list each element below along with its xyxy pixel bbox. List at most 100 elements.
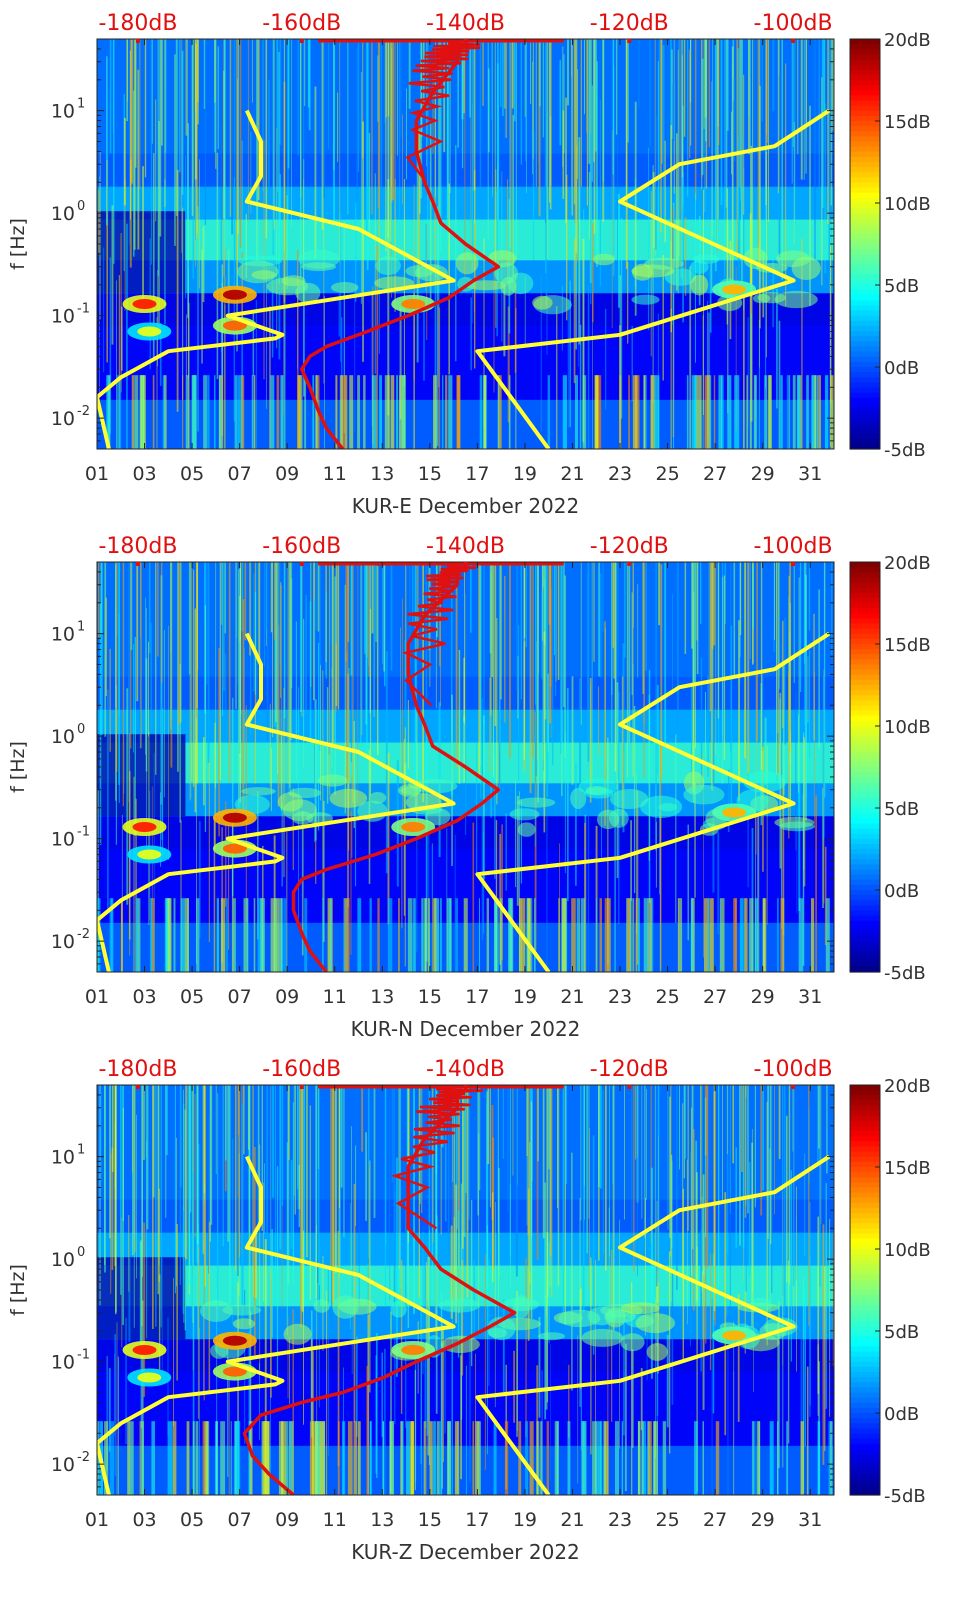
streak	[759, 243, 760, 368]
lowfreq-column	[604, 1421, 609, 1495]
colorbar-segment	[850, 608, 880, 614]
streak	[750, 39, 751, 225]
streak	[99, 176, 100, 398]
streak	[627, 39, 629, 143]
microseism-blob	[774, 290, 818, 309]
streak	[520, 39, 522, 165]
streak	[470, 297, 472, 371]
streak	[499, 39, 502, 108]
streak	[264, 562, 265, 667]
streak	[355, 1145, 357, 1226]
lowfreq-column	[457, 1421, 460, 1495]
lowfreq-column	[576, 898, 579, 972]
x-tick-label: 31	[798, 463, 822, 485]
top-db-label: -120dB	[590, 534, 669, 559]
lowfreq-column	[184, 898, 189, 972]
streak	[143, 1222, 146, 1397]
lowfreq-column	[633, 898, 635, 972]
streak	[382, 562, 383, 665]
streak	[399, 1085, 401, 1289]
streak	[389, 1098, 391, 1300]
streak	[573, 39, 576, 205]
colorbar-segment	[850, 956, 880, 963]
streak	[670, 1085, 672, 1257]
streak	[809, 105, 811, 306]
streak	[505, 813, 507, 891]
lowfreq-column	[472, 1421, 475, 1495]
streak	[191, 1172, 194, 1317]
colorbar-segment	[850, 1325, 880, 1332]
x-tick-label: 27	[703, 1509, 727, 1531]
streak	[631, 1349, 634, 1448]
streak	[732, 1085, 734, 1164]
streak	[801, 238, 803, 449]
streak	[514, 39, 516, 122]
streak	[269, 703, 271, 788]
streak	[208, 1118, 209, 1274]
streak	[595, 1260, 596, 1494]
streak	[486, 1091, 489, 1291]
streak	[553, 562, 555, 656]
streak	[406, 88, 407, 180]
streak	[300, 1085, 302, 1327]
streak	[504, 575, 506, 723]
lowfreq-column	[322, 898, 324, 972]
streak	[108, 1368, 111, 1452]
microseism-blob	[635, 1313, 676, 1334]
streak	[227, 249, 230, 322]
colorbar-segment	[850, 1120, 880, 1127]
lowfreq-column	[707, 898, 710, 972]
streak	[760, 1085, 763, 1216]
colorbar-segment	[850, 213, 880, 219]
lowfreq-column	[806, 375, 809, 449]
streak	[596, 61, 598, 267]
streak	[238, 1085, 240, 1258]
streak	[324, 296, 325, 449]
streak	[760, 562, 763, 770]
streak	[451, 694, 453, 867]
x-tick-label: 07	[228, 463, 252, 485]
lowfreq-column	[562, 375, 567, 449]
colorbar-segment	[850, 1146, 880, 1153]
lowfreq-column	[607, 898, 611, 972]
streak	[118, 562, 120, 785]
colorbar-segment	[850, 859, 880, 865]
streak	[700, 562, 702, 625]
streak	[762, 1085, 764, 1191]
storm-event	[222, 812, 247, 823]
streak	[470, 562, 472, 633]
colorbar-segment	[850, 838, 880, 845]
microseism-blob	[251, 270, 277, 280]
y-axis-label: f [Hz]	[7, 741, 29, 793]
streak	[616, 682, 619, 879]
lowfreq-column	[629, 898, 634, 972]
streak	[598, 1085, 600, 1187]
lowfreq-column	[320, 1421, 326, 1495]
streak	[830, 39, 833, 206]
streak	[469, 39, 471, 118]
streak	[718, 39, 720, 145]
x-tick-label: 23	[608, 986, 632, 1008]
streak	[203, 39, 206, 109]
streak	[523, 562, 525, 760]
microseism-blob	[570, 787, 587, 810]
streak	[310, 1310, 313, 1438]
streak	[418, 127, 421, 288]
streak	[274, 562, 276, 640]
streak	[301, 1085, 304, 1313]
streak	[278, 276, 281, 360]
lowfreq-column	[370, 1421, 372, 1495]
streak	[768, 1085, 770, 1191]
streak	[703, 752, 704, 958]
streak	[257, 39, 260, 200]
colorbar-segment	[850, 1172, 880, 1178]
streak	[566, 174, 568, 321]
lowfreq-column	[389, 1421, 394, 1495]
colorbar-tick-label: -5dB	[884, 1486, 926, 1507]
x-axis-label: KUR-Z December 2022	[351, 1540, 580, 1564]
streak	[99, 602, 102, 845]
lowfreq-column	[825, 375, 829, 449]
streak	[188, 1085, 191, 1285]
streak	[192, 1274, 195, 1495]
colorbar-segment	[850, 1136, 880, 1142]
